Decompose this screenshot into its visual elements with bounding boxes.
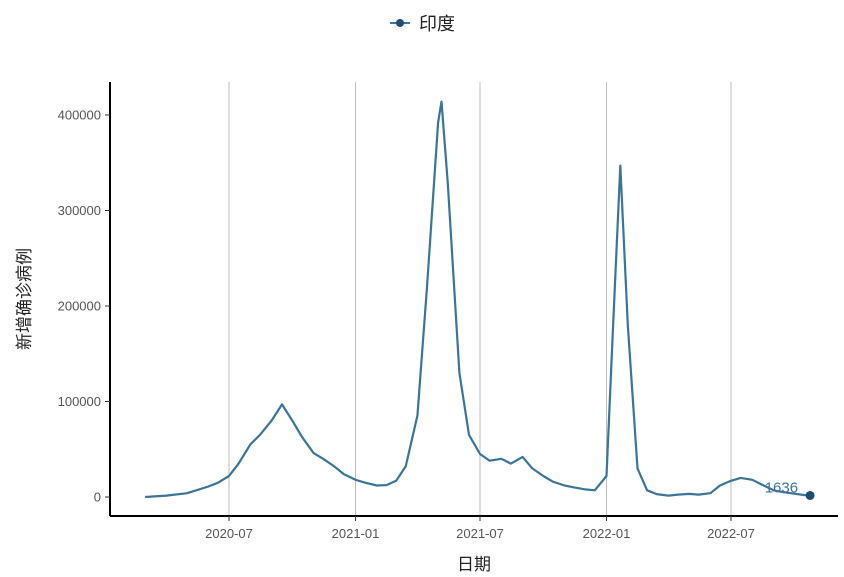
x-tick-label: 2021-01 [332,526,380,541]
series-line [145,100,811,499]
grid-layer [228,82,732,516]
axis-layer [109,82,838,517]
x-axis-title: 日期 [457,555,491,575]
legend: 印度 [0,10,844,40]
y-tick-label: 400000 [58,108,101,123]
y-axis-title: 新增确诊病例 [15,248,35,350]
y-tick-label: 300000 [58,203,101,218]
y-tick-label: 100000 [58,394,101,409]
series-end-point [805,490,815,500]
y-tick-label: 0 [94,490,101,505]
y-tick-label: 200000 [58,299,101,314]
series-layer: 1636 [145,100,815,500]
legend-label: 印度 [419,14,455,35]
line-dot-icon [390,19,410,27]
x-tick-label: 2022-07 [707,526,755,541]
x-tick-label: 2022-01 [583,526,631,541]
tick-layer: 2020-07 2021-01 2021-07 2022-01 2022-07 0 1000… [58,108,755,542]
x-tick-label: 2020-07 [205,526,253,541]
x-tick-label: 2021-07 [456,526,504,541]
series-end-label: 1636 [765,479,798,496]
